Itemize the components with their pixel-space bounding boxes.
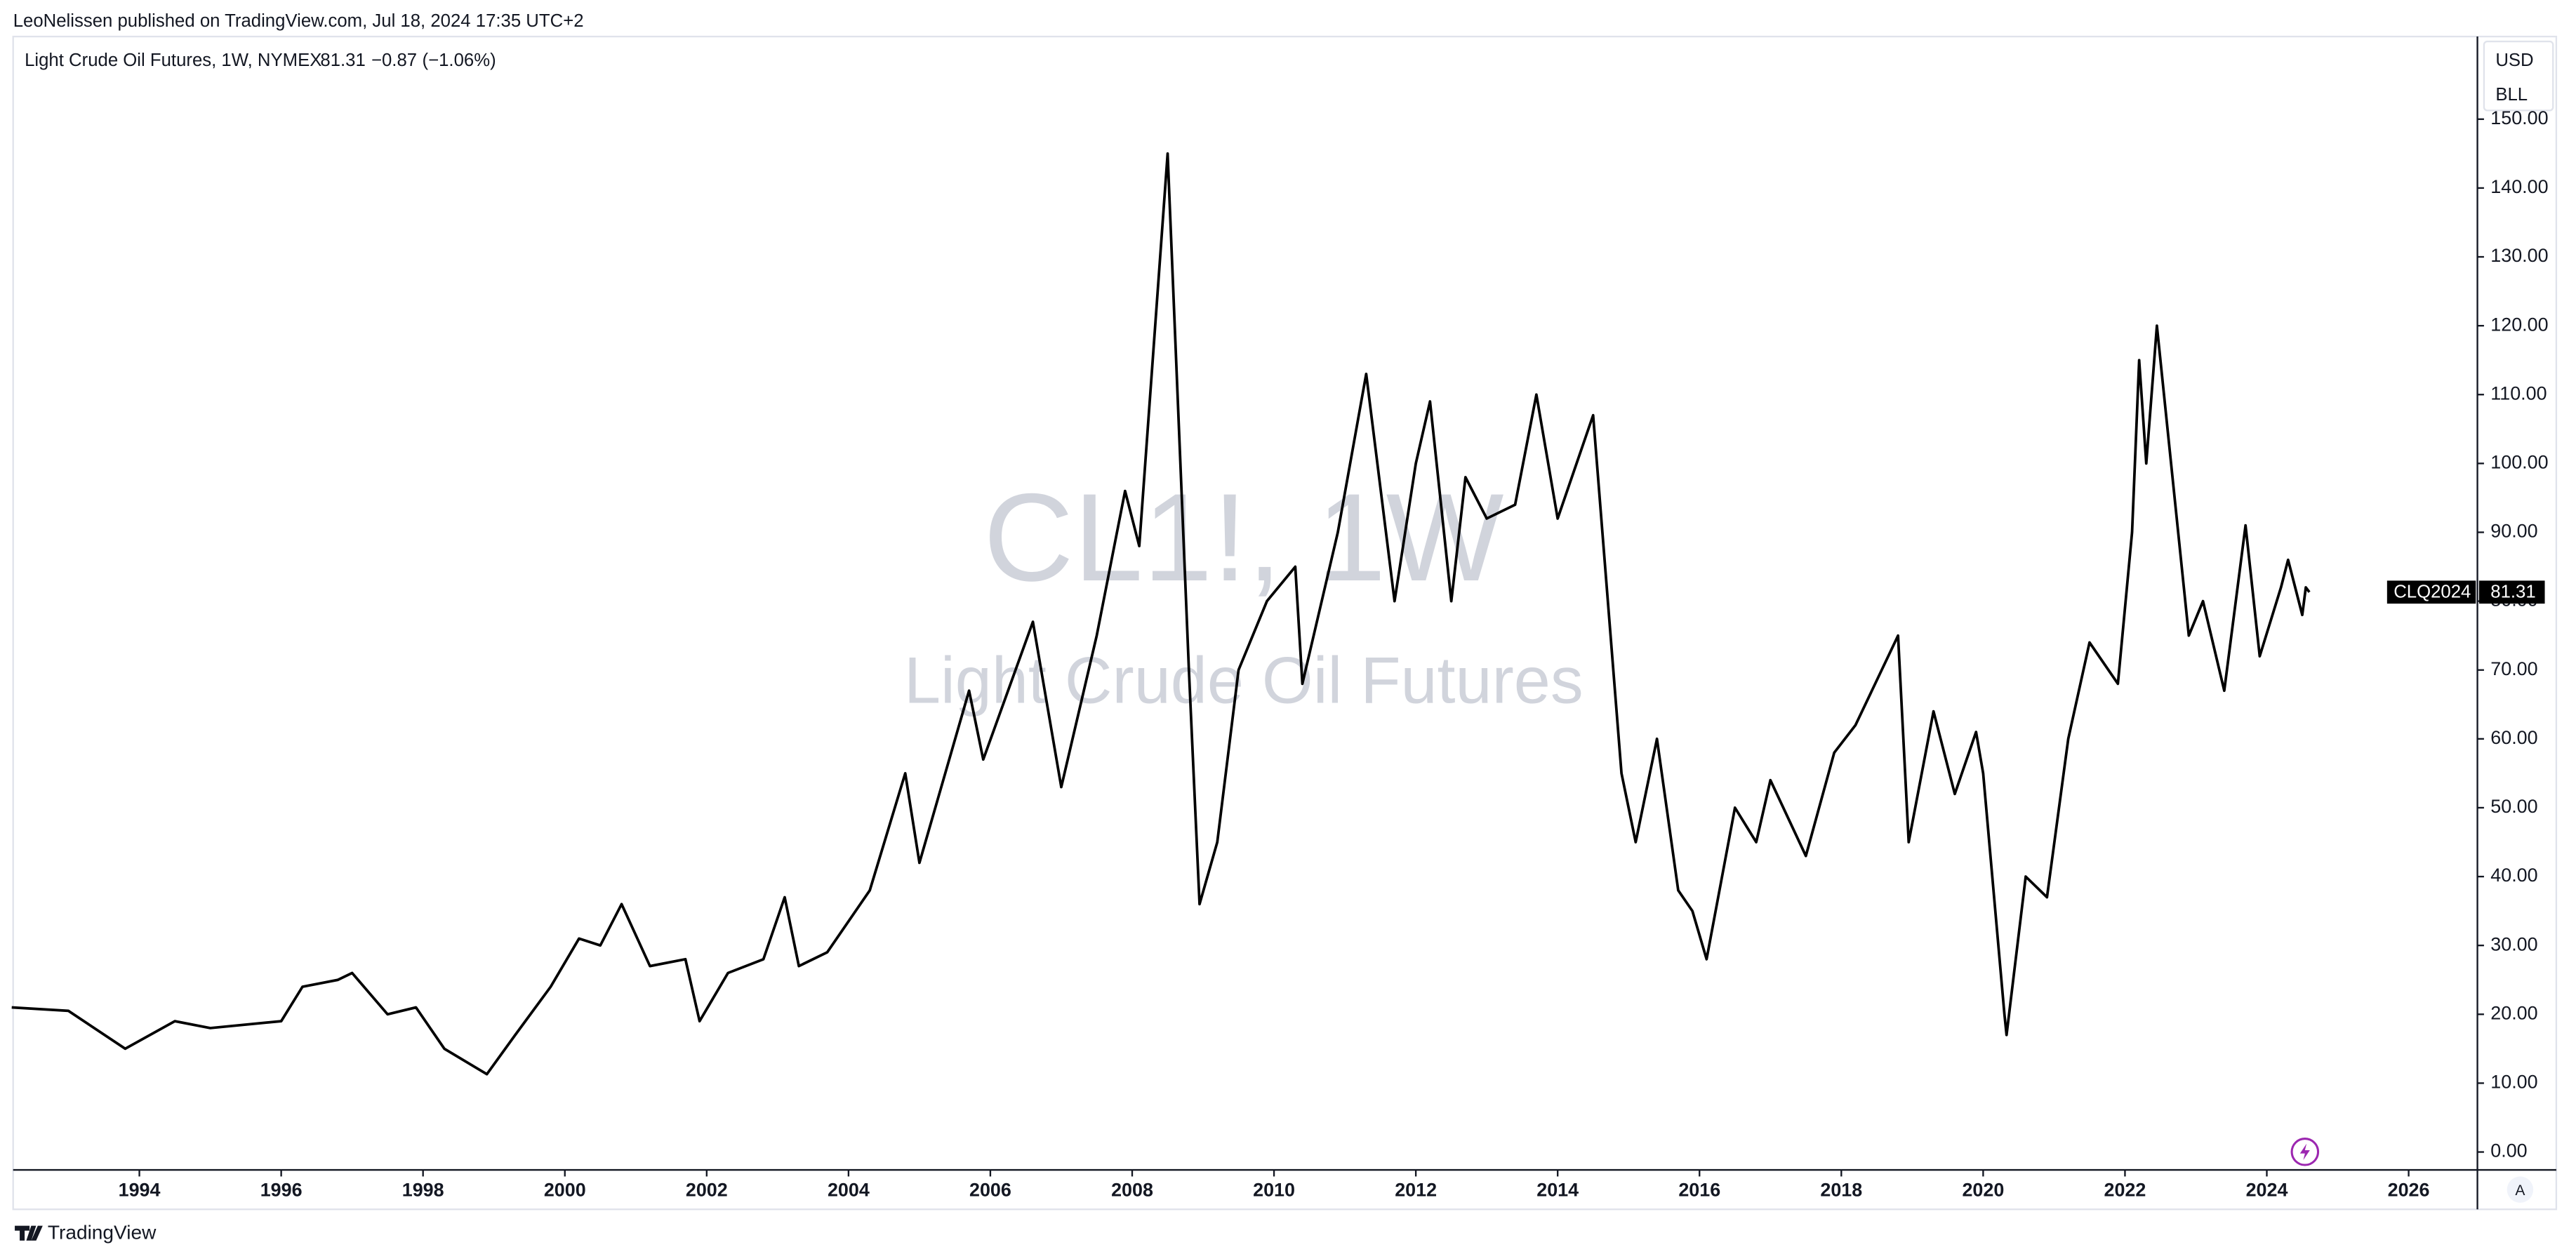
x-tick-label: 2012 <box>1395 1180 1437 1201</box>
y-tick-label: 140.00 <box>2490 176 2548 197</box>
publisher: LeoNelissen published on TradingView.com… <box>13 11 584 31</box>
x-tick-label: 2006 <box>969 1180 1011 1201</box>
contract-label: CLQ2024 <box>2394 582 2471 602</box>
x-tick-label: 2004 <box>828 1180 870 1201</box>
y-tick-label: 120.00 <box>2490 314 2548 335</box>
unit: BLL <box>2495 85 2528 105</box>
x-tick-label: 2020 <box>1962 1180 2004 1201</box>
flash-glyph <box>2299 1143 2310 1161</box>
y-tick-label: 10.00 <box>2490 1072 2537 1093</box>
x-tick-label: 2000 <box>544 1180 586 1201</box>
watermark-symbol: CL1!, 1W <box>983 467 1503 607</box>
y-tick-label: 100.00 <box>2490 451 2548 472</box>
y-tick-label: 40.00 <box>2490 865 2537 886</box>
legend-price: 81.31 <box>320 51 365 70</box>
price-line <box>11 152 2311 1076</box>
auto-label: A <box>2515 1183 2525 1199</box>
unit-box <box>2483 40 2554 112</box>
y-tick-label: 90.00 <box>2490 521 2537 542</box>
legend-change: −0.87 <box>371 51 417 70</box>
y-tick-label: 110.00 <box>2490 382 2547 404</box>
x-tick-label: 1994 <box>119 1180 161 1201</box>
currency: USD <box>2495 51 2533 70</box>
watermark: CL1!, 1W Light Crude Oil Futures <box>904 467 1584 717</box>
y-tick-label: 0.00 <box>2490 1140 2527 1161</box>
x-tick-label: 2026 <box>2388 1180 2430 1201</box>
y-tick-label: 60.00 <box>2490 727 2537 748</box>
x-tick-label: 2022 <box>2104 1180 2146 1201</box>
auto-button[interactable] <box>2507 1176 2534 1203</box>
price-badge <box>2478 580 2545 604</box>
x-tick-label: 2008 <box>1111 1180 1153 1201</box>
y-tick-label: 150.00 <box>2490 107 2548 128</box>
x-tick-label: 1998 <box>402 1180 444 1201</box>
brand: TradingView <box>48 1222 157 1244</box>
brand-logo <box>15 1225 43 1241</box>
y-tick-label: 50.00 <box>2490 796 2537 817</box>
x-tick-label: 2024 <box>2246 1180 2288 1201</box>
x-tick-label: 2010 <box>1253 1180 1295 1201</box>
x-tick-label: 2016 <box>1678 1180 1720 1201</box>
symbol-info: Light Crude Oil Futures, 1W, NYMEX <box>25 51 321 70</box>
x-tick-label: 2018 <box>1820 1180 1862 1201</box>
frame <box>12 35 2558 1211</box>
y-tick-label: 20.00 <box>2490 1002 2537 1023</box>
flash-icon[interactable] <box>2290 1138 2320 1166</box>
y-tick-label: 70.00 <box>2490 658 2537 679</box>
x-tick-label: 1996 <box>260 1180 303 1201</box>
y-tick-label: 130.00 <box>2490 245 2548 266</box>
y-tick-label: 30.00 <box>2490 933 2537 954</box>
plot <box>11 152 2311 1076</box>
contract-badge <box>2386 580 2476 604</box>
watermark-name: Light Crude Oil Futures <box>904 643 1584 717</box>
price-label: 81.31 <box>2490 582 2535 602</box>
x-tick-label: 2002 <box>686 1180 728 1201</box>
x-tick-label: 2014 <box>1536 1180 1579 1201</box>
legend-change-pct: (−1.06%) <box>423 51 496 70</box>
